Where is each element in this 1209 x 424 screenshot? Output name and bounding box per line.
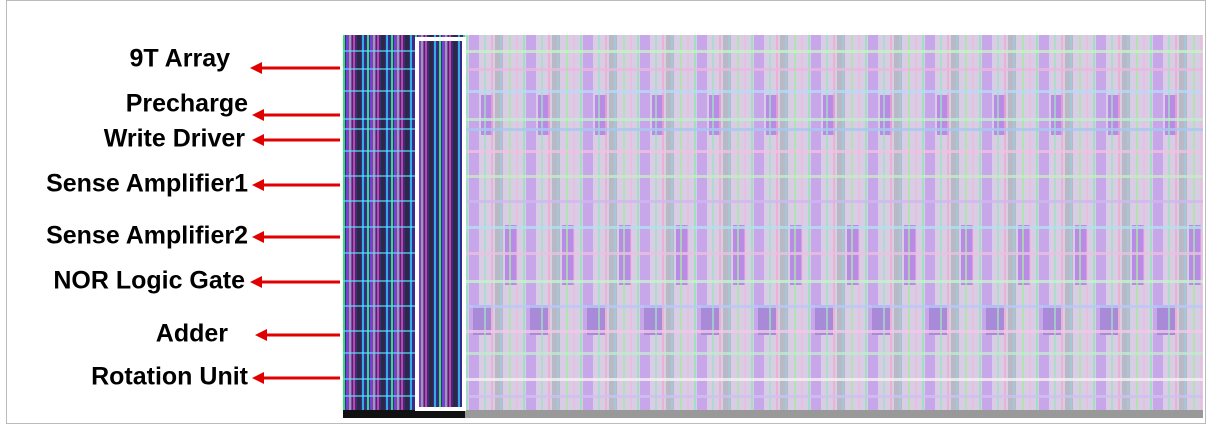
metal-row-dense	[343, 175, 417, 177]
metal-row-dense	[343, 90, 417, 92]
metal-row-dense	[343, 128, 417, 130]
label: Adder	[156, 320, 229, 348]
metal-row-dense	[343, 200, 417, 202]
metal-row	[465, 90, 1203, 93]
metal-row	[465, 378, 1203, 381]
metal-row	[465, 118, 1203, 121]
metal-row	[465, 330, 1203, 333]
metal-row-dense	[343, 395, 417, 397]
labels: 9T Array Precharge Write Driver Sense Ampli…	[46, 45, 340, 391]
metal-row-dense	[343, 226, 417, 228]
metal-row-dense	[343, 330, 417, 332]
metal-row	[465, 280, 1203, 283]
metal-row	[465, 150, 1203, 153]
label: Sense Amplifier2	[46, 222, 248, 250]
metal-row-dense	[343, 252, 417, 254]
metal-row	[465, 305, 1203, 308]
metal-row-dense	[343, 305, 417, 307]
arrow-head	[252, 231, 264, 243]
label: Rotation Unit	[91, 363, 249, 391]
arrow-head	[252, 372, 264, 384]
label: NOR Logic Gate	[53, 267, 245, 295]
metal-row	[465, 175, 1203, 178]
label: Sense Amplifier1	[46, 170, 248, 198]
metal-row-dense	[343, 280, 417, 282]
label: Write Driver	[104, 125, 246, 153]
bottom-rail	[343, 410, 1203, 418]
bottom-rail-dark	[343, 410, 465, 418]
arrow-head	[252, 109, 264, 121]
label: Precharge	[126, 90, 248, 118]
arrow-head	[250, 62, 262, 74]
metal-row	[465, 128, 1203, 131]
metal-row-dense	[343, 150, 417, 152]
arrow-head	[250, 276, 262, 288]
metal-row	[465, 226, 1203, 229]
arrow-head	[252, 134, 264, 146]
metal-row-dense	[343, 50, 417, 52]
label: 9T Array	[129, 45, 230, 73]
metal-row	[465, 200, 1203, 203]
arrow-head	[255, 329, 267, 341]
figure: 9T Array Precharge Write Driver Sense Ampli…	[0, 0, 1209, 424]
metal-row	[465, 68, 1203, 71]
metal-row-dense	[343, 378, 417, 380]
metal-row-dense	[343, 352, 417, 354]
arrow-head	[252, 179, 264, 191]
metal-row	[465, 252, 1203, 255]
metal-row	[465, 50, 1203, 53]
metal-row-dense	[343, 118, 417, 120]
metal-row	[465, 395, 1203, 398]
metal-row	[465, 352, 1203, 355]
metal-row-dense	[343, 68, 417, 70]
